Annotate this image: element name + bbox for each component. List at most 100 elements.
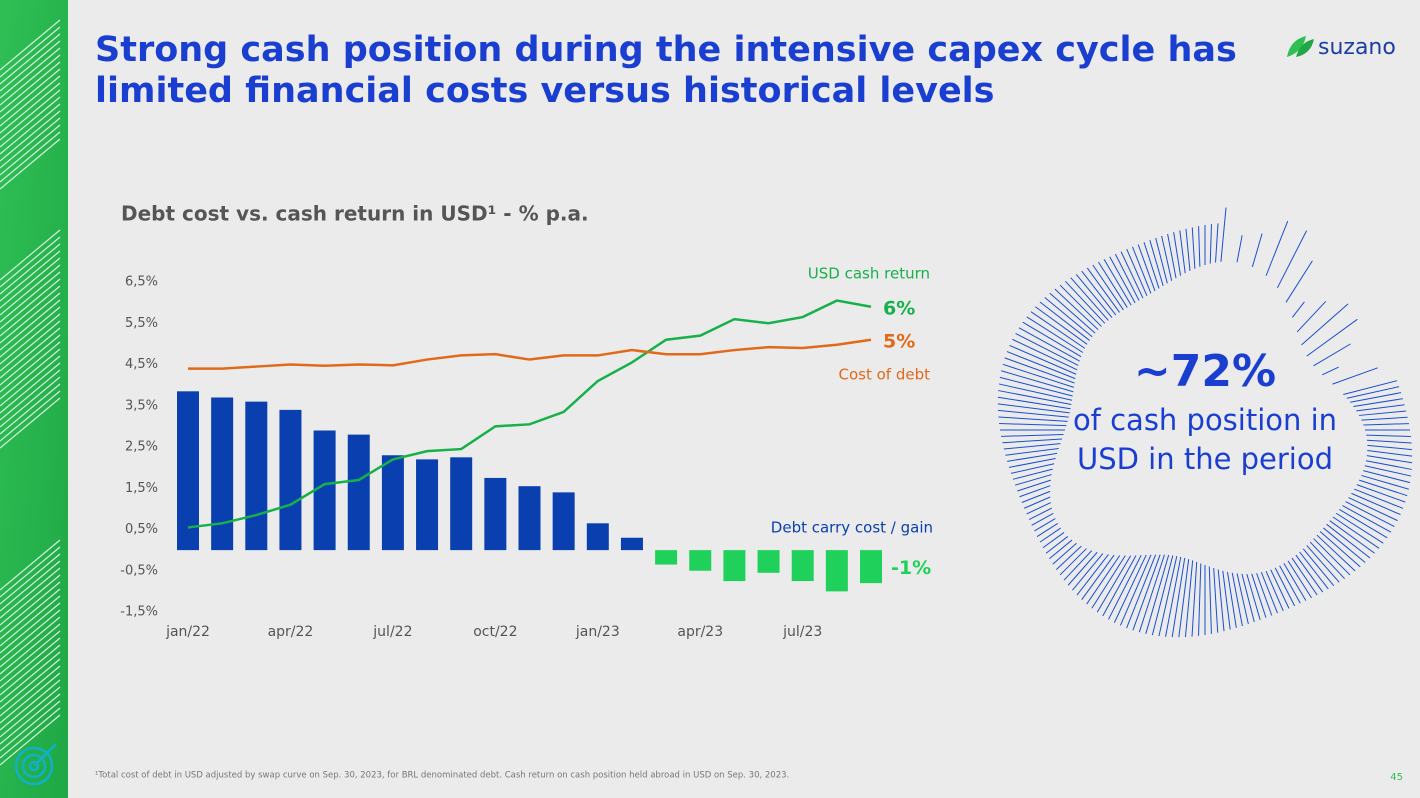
ring-line xyxy=(1185,228,1191,271)
stripe xyxy=(0,397,61,449)
stripe xyxy=(0,539,61,591)
stripe xyxy=(0,124,61,176)
callout-text: USD in the period xyxy=(1077,442,1333,476)
stripe xyxy=(0,658,61,710)
ring-line xyxy=(1209,224,1212,264)
stripe xyxy=(0,68,61,120)
callout-headline: ~72% xyxy=(1134,346,1276,397)
bar xyxy=(586,523,609,551)
ring-line xyxy=(1299,551,1329,590)
ring-line xyxy=(1198,226,1201,267)
ring-line xyxy=(1364,465,1412,477)
stripe xyxy=(0,327,61,379)
stripe xyxy=(0,299,61,351)
ring-line xyxy=(1042,532,1065,549)
bar xyxy=(518,486,541,551)
ring-line xyxy=(1161,235,1173,281)
ring-line xyxy=(1350,392,1402,403)
ring-line xyxy=(1008,458,1056,468)
y-tick-label: 4,5% xyxy=(125,357,158,372)
stripe xyxy=(0,341,61,393)
value-label: 5% xyxy=(883,330,915,352)
stripe xyxy=(0,595,61,647)
ring-line xyxy=(1048,539,1073,560)
ring-line xyxy=(1306,318,1358,357)
y-tick-label: 3,5% xyxy=(125,398,158,413)
ring-line xyxy=(1295,554,1324,593)
chart: 6,5% 5,5% 4,5% 3,5% 2,5% 1,5% 0,5% -0,5% -1,5% ja… xyxy=(120,265,933,641)
stripe xyxy=(0,560,61,612)
ring-line xyxy=(1138,554,1165,633)
ring-line xyxy=(1045,536,1069,554)
ring-line xyxy=(1059,548,1087,576)
bar xyxy=(279,409,302,551)
ring-line xyxy=(1006,351,1076,380)
ring-line xyxy=(1342,505,1392,533)
ring-line xyxy=(1044,297,1093,338)
ring-line xyxy=(1007,452,1058,462)
ring-line xyxy=(1367,444,1413,451)
ring-line xyxy=(1313,343,1351,367)
ring-line xyxy=(1366,439,1412,444)
stripe xyxy=(0,574,61,626)
ring-line xyxy=(1098,261,1128,308)
ring-line xyxy=(1276,230,1308,289)
bar xyxy=(825,550,848,592)
y-tick-label: -1,5% xyxy=(120,605,158,620)
ring-line xyxy=(1004,357,1075,384)
bar xyxy=(245,401,268,551)
ring-line xyxy=(1184,560,1194,638)
ring-line xyxy=(1012,468,1053,480)
ring-line xyxy=(1270,569,1290,609)
ring-line xyxy=(1356,404,1405,412)
stripe xyxy=(0,707,61,759)
ring-line xyxy=(1019,485,1051,498)
stripe xyxy=(0,390,61,442)
ring-line xyxy=(1251,573,1267,618)
ring-line xyxy=(1291,557,1318,596)
ring-line xyxy=(1354,488,1404,509)
ring-line xyxy=(1366,455,1413,464)
ring-line xyxy=(1023,496,1051,509)
bar xyxy=(689,550,712,571)
ring-line xyxy=(1213,568,1219,633)
stripe xyxy=(0,61,61,113)
stripe xyxy=(0,665,61,717)
stripe xyxy=(0,278,61,330)
ring-line xyxy=(1126,248,1148,297)
ring-line xyxy=(1191,227,1196,269)
bar xyxy=(381,455,404,551)
stripe xyxy=(0,588,61,640)
ring-line xyxy=(1028,507,1053,521)
stripe xyxy=(0,334,61,386)
ring-line xyxy=(1010,463,1055,474)
ring-line xyxy=(1145,554,1170,634)
stripe xyxy=(0,376,61,428)
ring-line xyxy=(1313,538,1351,576)
ring-line xyxy=(1002,438,1063,444)
ring-line xyxy=(1103,259,1132,306)
ring-line xyxy=(1326,523,1371,559)
stripe xyxy=(0,89,61,141)
ring-line xyxy=(1091,555,1126,609)
ring-line xyxy=(1251,233,1263,268)
bar xyxy=(655,550,678,565)
ring-line xyxy=(1017,479,1051,492)
stripe xyxy=(0,110,61,162)
ring-line xyxy=(1108,555,1142,620)
stripe xyxy=(0,362,61,414)
ring-line xyxy=(1001,433,1064,437)
ring-line xyxy=(1287,560,1312,599)
target-icon xyxy=(14,743,57,786)
stripe xyxy=(0,369,61,421)
ring-line xyxy=(1064,280,1106,324)
ring-line xyxy=(1167,233,1177,279)
ring-line xyxy=(1236,573,1249,625)
ring-line xyxy=(1179,230,1186,274)
ring-line xyxy=(1119,554,1152,626)
ring-line xyxy=(1367,450,1413,457)
stripe xyxy=(0,47,61,99)
ring-line xyxy=(1086,555,1121,605)
stripe xyxy=(0,243,61,295)
stripe xyxy=(0,40,61,92)
